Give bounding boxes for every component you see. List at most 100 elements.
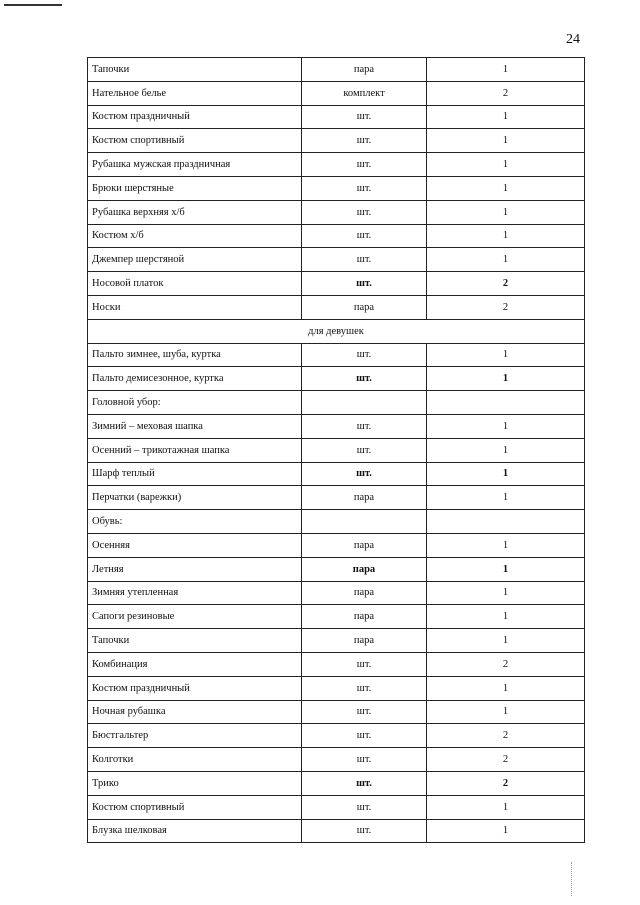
- item-name-cell: Джемпер шерстяной: [87, 247, 302, 273]
- table-row: Трико шт. 2: [87, 770, 585, 796]
- quantity-cell: 2: [426, 80, 585, 106]
- quantity-cell: 1: [426, 342, 585, 368]
- table-row: Брюки шерстяные шт. 1: [87, 175, 585, 201]
- item-name-cell: Сапоги резиновые: [87, 604, 302, 630]
- table-row: Сапоги резиновые пара 1: [87, 604, 585, 630]
- item-name-cell: Носки: [87, 294, 302, 320]
- quantity-cell: 1: [426, 794, 585, 820]
- quantity-cell: 1: [426, 175, 585, 201]
- table-row: Костюм праздничный шт. 1: [87, 104, 585, 130]
- unit-cell: шт.: [301, 152, 427, 177]
- item-name-cell: Бюстгальтер: [87, 723, 302, 749]
- quantity-cell: 1: [426, 675, 585, 701]
- unit-cell: пара: [301, 485, 427, 511]
- item-name-cell: Колготки: [87, 747, 302, 772]
- quantity-cell: [426, 509, 585, 534]
- item-name-cell: Зимняя утепленная: [87, 580, 302, 606]
- quantity-cell: 1: [426, 223, 585, 249]
- quantity-cell: 1: [426, 199, 585, 225]
- item-name-cell: Осенний – трикотажная шапка: [87, 437, 302, 463]
- table-row: Зимний – меховая шапка шт. 1: [87, 413, 585, 439]
- unit-cell: шт.: [301, 747, 427, 772]
- unit-cell: пара: [301, 57, 427, 82]
- item-name-cell: Костюм х/б: [87, 223, 302, 249]
- table-row: Перчатки (варежки) пара 1: [87, 485, 585, 511]
- quantity-cell: 1: [426, 628, 585, 653]
- page-number: 24: [566, 32, 580, 47]
- item-name-cell: Блузка шелковая: [87, 818, 302, 844]
- unit-cell: пара: [301, 294, 427, 320]
- quantity-cell: 1: [426, 413, 585, 439]
- item-name-cell: Летняя: [87, 556, 302, 582]
- quantity-cell: 1: [426, 818, 585, 844]
- table-row: Осенний – трикотажная шапка шт. 1: [87, 437, 585, 463]
- item-name-cell: Носовой платок: [87, 271, 302, 296]
- unit-cell: пара: [301, 628, 427, 653]
- quantity-cell: 1: [426, 104, 585, 130]
- item-name-cell: Пальто демисезонное, куртка: [87, 366, 302, 392]
- quantity-cell: 1: [426, 461, 585, 487]
- quantity-cell: 2: [426, 294, 585, 320]
- table-row: Костюм х/б шт. 1: [87, 223, 585, 249]
- unit-cell: шт.: [301, 437, 427, 463]
- item-name-cell: Осенняя: [87, 532, 302, 558]
- quantity-cell: 1: [426, 485, 585, 511]
- header-rule: [4, 4, 62, 6]
- unit-cell: шт.: [301, 128, 427, 154]
- unit-cell: шт.: [301, 366, 427, 392]
- item-name-cell: Костюм спортивный: [87, 128, 302, 154]
- table-row: Пальто зимнее, шуба, куртка шт. 1: [87, 342, 585, 368]
- unit-cell: пара: [301, 604, 427, 630]
- item-name-cell: Зимний – меховая шапка: [87, 413, 302, 439]
- quantity-cell: 2: [426, 747, 585, 772]
- section-heading: для девушек: [87, 318, 585, 344]
- unit-cell: шт.: [301, 461, 427, 487]
- unit-cell: пара: [301, 532, 427, 558]
- unit-cell: [301, 390, 427, 415]
- quantity-cell: 1: [426, 437, 585, 463]
- item-name-cell: Рубашка верхняя х/б: [87, 199, 302, 225]
- table-row: Рубашка мужская праздничная шт. 1: [87, 152, 585, 177]
- table-row: Костюм праздничный шт. 1: [87, 675, 585, 701]
- item-name-cell: Костюм праздничный: [87, 104, 302, 130]
- item-name-cell: Трико: [87, 770, 302, 796]
- item-name-cell: Головной убор:: [87, 390, 302, 415]
- scan-mark: [571, 862, 573, 896]
- table-row: Костюм спортивный шт. 1: [87, 128, 585, 154]
- quantity-cell: 1: [426, 604, 585, 630]
- unit-cell: шт.: [301, 770, 427, 796]
- item-name-cell: Брюки шерстяные: [87, 175, 302, 201]
- quantity-cell: 2: [426, 651, 585, 677]
- unit-cell: пара: [301, 556, 427, 582]
- unit-cell: шт.: [301, 699, 427, 725]
- quantity-cell: 1: [426, 580, 585, 606]
- item-name-cell: Костюм праздничный: [87, 675, 302, 701]
- item-name-cell: Тапочки: [87, 57, 302, 82]
- item-name-cell: Нательное белье: [87, 80, 302, 106]
- quantity-cell: 1: [426, 699, 585, 725]
- unit-cell: шт.: [301, 104, 427, 130]
- unit-cell: шт.: [301, 723, 427, 749]
- table-row: Костюм спортивный шт. 1: [87, 794, 585, 820]
- table-row: Джемпер шерстяной шт. 1: [87, 247, 585, 273]
- table-row: Осенняя пара 1: [87, 532, 585, 558]
- item-name-cell: Рубашка мужская праздничная: [87, 152, 302, 177]
- table-row: Носки пара 2: [87, 294, 585, 320]
- table-row: Пальто демисезонное, куртка шт. 1: [87, 366, 585, 392]
- unit-cell: шт.: [301, 413, 427, 439]
- item-name-cell: Перчатки (варежки): [87, 485, 302, 511]
- quantity-cell: 1: [426, 366, 585, 392]
- clothing-norms-table: Тапочки пара 1 Нательное белье комплект 2 Кост…: [87, 57, 585, 844]
- unit-cell: шт.: [301, 342, 427, 368]
- table-row: Комбинация шт. 2: [87, 651, 585, 677]
- item-name-cell: Комбинация: [87, 651, 302, 677]
- unit-cell: шт.: [301, 818, 427, 844]
- item-name-cell: Шарф теплый: [87, 461, 302, 487]
- unit-cell: шт.: [301, 247, 427, 273]
- table-row: Шарф теплый шт. 1: [87, 461, 585, 487]
- table-row: Головной убор:: [87, 390, 585, 415]
- quantity-cell: 1: [426, 152, 585, 177]
- quantity-cell: 1: [426, 57, 585, 82]
- table-row: Обувь:: [87, 509, 585, 534]
- table-row: Летняя пара 1: [87, 556, 585, 582]
